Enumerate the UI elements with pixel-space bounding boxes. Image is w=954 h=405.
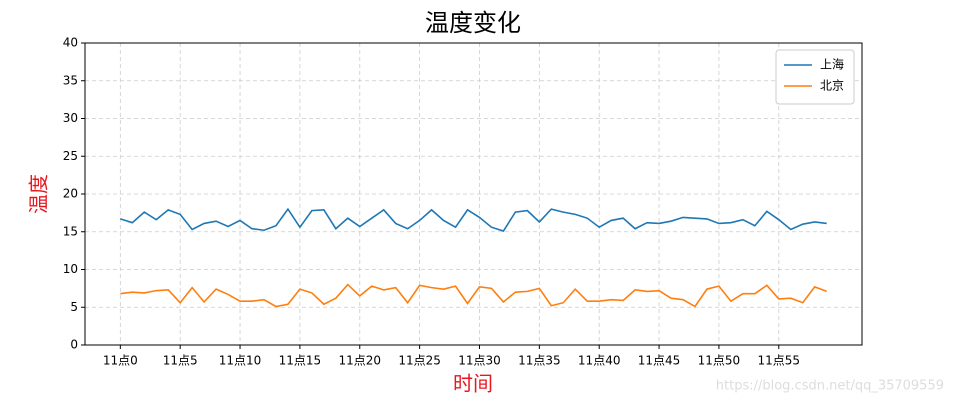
y-tick-label: 10 [63, 262, 78, 276]
x-tick-label: 11点35 [518, 354, 561, 368]
y-tick-label: 30 [63, 111, 78, 125]
x-tick-label: 11点45 [638, 354, 681, 368]
y-tick-label: 5 [70, 300, 78, 314]
x-tick-label: 11点25 [398, 354, 441, 368]
y-tick-label: 20 [63, 187, 78, 201]
line-series [120, 283, 827, 308]
x-tick-label: 11点10 [219, 354, 262, 368]
chart-title: 温度变化 [425, 9, 521, 37]
x-tick-label: 11点40 [578, 354, 621, 368]
axes-frame [84, 42, 863, 346]
x-tick-label: 11点5 [163, 354, 198, 368]
x-tick-label: 11点20 [338, 354, 381, 368]
x-axis-label: 时间 [453, 372, 493, 396]
x-tick-label: 11点55 [758, 354, 801, 368]
line-series [120, 207, 827, 232]
y-tick-label: 15 [63, 224, 78, 238]
x-tick-label: 11点15 [279, 354, 322, 368]
x-tick-label: 11点0 [103, 354, 138, 368]
x-tick-label: 11点50 [698, 354, 741, 368]
y-tick-label: 25 [63, 149, 78, 163]
legend-box [775, 49, 855, 105]
legend-label: 上海 [820, 57, 844, 72]
watermark: https://blog.csdn.net/qq_35709559 [716, 379, 944, 394]
y-tick-label: 40 [63, 36, 78, 50]
legend-label: 北京 [820, 79, 844, 93]
x-tick-label: 11点30 [458, 354, 501, 368]
y-tick-label: 0 [70, 338, 78, 352]
y-axis-label: 温度 [27, 174, 51, 214]
y-tick-label: 35 [63, 73, 78, 87]
